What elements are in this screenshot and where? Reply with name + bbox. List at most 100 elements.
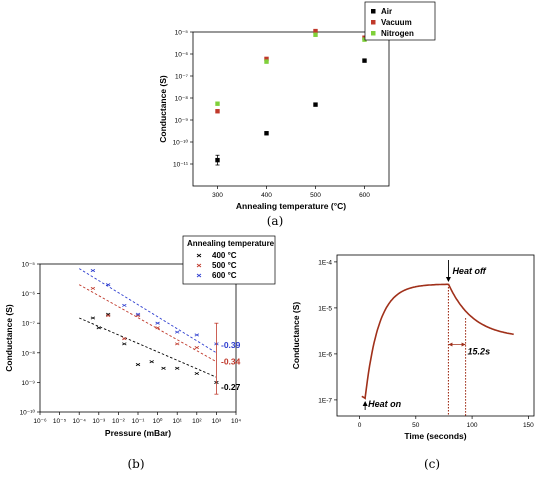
data-point (174, 342, 180, 346)
legend-swatch (196, 273, 202, 278)
legend-swatch (371, 20, 376, 25)
data-point (362, 37, 367, 42)
data-point (135, 363, 141, 367)
y-tick-label: 10⁻⁷ (175, 74, 189, 81)
data-point (194, 333, 200, 337)
data-point (264, 56, 269, 62)
y-tick-label: 1E-5 (318, 305, 332, 312)
chart-c-panel-label: (c) (424, 457, 440, 471)
data-point (174, 366, 180, 370)
x-tick-label: 500 (310, 192, 321, 199)
legend-swatch (196, 253, 202, 258)
y-tick-label: 10⁻⁹ (175, 118, 189, 125)
data-point (122, 337, 127, 341)
x-tick-label: 10⁻¹ (132, 418, 146, 425)
slope-label: -0.27 (221, 382, 241, 392)
x-tick-label: 10⁻⁵ (53, 418, 67, 425)
chart-b-legend-title: Annealing temperature (187, 239, 275, 248)
chart-c-marks (361, 260, 514, 416)
data-point (194, 371, 200, 376)
data-point (161, 366, 166, 370)
slope-label: -0.39 (221, 340, 241, 350)
data-point (194, 346, 200, 350)
chart-b-frame (39, 263, 237, 413)
chart-b-x-axis-label: Pressure (mBar) (105, 428, 171, 438)
x-tick-label: 10⁰ (153, 417, 163, 425)
x-tick-label: 10² (192, 418, 202, 425)
y-tick-label: 10⁻⁶ (22, 291, 36, 298)
data-point (155, 321, 160, 325)
data-point (135, 312, 141, 316)
chart-a-legend: Air Vacuum Nitrogen (364, 1, 436, 41)
legend-swatch (196, 263, 202, 268)
chart-a-axes: 300 400 500 600 10⁻¹¹ 10⁻¹⁰ 10⁻⁹ 10⁻⁸ 10⁻⁷ 10⁻⁶ 10… (173, 30, 390, 199)
time-constant-label: 15.2s (468, 347, 491, 357)
x-tick-label: 10⁻⁴ (72, 418, 86, 425)
data-point (122, 342, 127, 346)
x-tick-label: 100 (467, 422, 478, 429)
legend-swatch (371, 31, 376, 36)
chart-c-x-axis-label: Time (seconds) (404, 431, 466, 441)
legend-label: Air (381, 7, 392, 16)
y-tick-label: 1E-6 (318, 351, 332, 358)
data-point (215, 101, 220, 106)
legend-label: 600 °C (212, 271, 237, 280)
x-tick-label: 300 (212, 192, 223, 199)
data-point (264, 59, 269, 64)
legend-label: 400 °C (212, 251, 237, 260)
y-tick-label: 1E-4 (318, 259, 332, 266)
heat-off-label: Heat off (452, 266, 486, 276)
chart-b-marks: -0.27 -0.34 -0.39 (78, 268, 241, 395)
x-tick-label: 10¹ (172, 418, 182, 425)
y-tick-label: 10⁻⁸ (175, 96, 189, 103)
data-point (96, 326, 102, 330)
tau-arrowhead (448, 342, 453, 347)
fit-line (79, 317, 217, 378)
legend-swatch (371, 9, 376, 14)
chart-a-marks (215, 28, 367, 166)
chart-a-y-axis-label: Conductance (S) (158, 75, 168, 143)
x-tick-label: 400 (261, 192, 272, 199)
x-tick-label: 0 (358, 422, 362, 429)
chart-c: 0 50 100 150 1E-7 1E-6 1E-5 1E-4 Time (seconds)… (291, 254, 535, 471)
x-tick-label: 10⁻² (112, 418, 126, 425)
x-tick-label: 10⁴ (231, 418, 241, 425)
chart-a-frame (192, 31, 390, 187)
data-point (90, 269, 96, 273)
legend-label: Nitrogen (381, 29, 414, 38)
data-point (155, 326, 160, 330)
data-point (90, 316, 96, 320)
y-tick-label: 10⁻⁶ (175, 52, 189, 59)
heat-on-label: Heat on (368, 399, 402, 409)
data-point (105, 283, 111, 287)
y-tick-label: 10⁻¹⁰ (173, 139, 189, 147)
chart-b-axes: 10⁻⁶ 10⁻⁵ 10⁻⁴ 10⁻³ 10⁻² 10⁻¹ 10⁰ 10¹ 10² 10³ 10⁴ 1… (20, 262, 242, 426)
x-tick-label: 10³ (212, 418, 222, 425)
data-point (122, 303, 127, 307)
y-tick-label: 10⁻⁵ (175, 30, 189, 37)
data-point (264, 131, 269, 136)
fit-line (78, 284, 217, 363)
y-tick-label: 10⁻⁷ (22, 321, 36, 328)
chart-b-y-axis-label: Conductance (S) (4, 304, 14, 372)
legend-box (364, 1, 436, 41)
legend-label: Vacuum (381, 18, 412, 27)
chart-a-panel-label: (a) (267, 214, 284, 228)
x-tick-label: 10⁻⁶ (33, 418, 47, 425)
tau-arrowhead (461, 342, 466, 347)
y-tick-label: 10⁻⁹ (22, 380, 36, 387)
legend-label: 500 °C (212, 261, 237, 270)
heat-on-arrowhead (362, 400, 368, 406)
data-point (313, 102, 318, 107)
chart-a-x-axis-label: Annealing temperature (°C) (236, 201, 346, 211)
data-point (313, 32, 318, 37)
y-tick-label: 10⁻⁵ (22, 262, 36, 269)
heat-off-arrowhead (445, 277, 451, 283)
y-tick-label: 10⁻¹⁰ (20, 409, 36, 417)
chart-a: 300 400 500 600 10⁻¹¹ 10⁻¹⁰ 10⁻⁹ 10⁻⁸ 10⁻⁷ 10⁻⁶ 10… (158, 1, 436, 228)
data-point (313, 28, 318, 34)
x-tick-label: 150 (523, 422, 534, 429)
data-point (174, 330, 180, 334)
